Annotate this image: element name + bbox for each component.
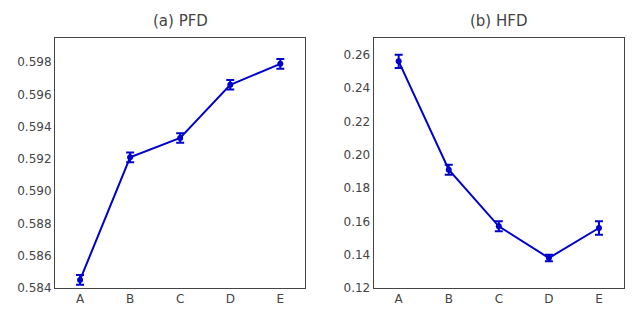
svg-text:0.16: 0.16 [344,215,371,229]
svg-text:C: C [176,292,184,306]
svg-text:0.598: 0.598 [17,55,51,69]
svg-text:B: B [445,292,453,306]
svg-text:A: A [76,292,85,306]
svg-text:0.586: 0.586 [17,249,51,263]
svg-text:0.22: 0.22 [344,115,371,129]
svg-text:0.584: 0.584 [17,281,51,295]
svg-text:A: A [395,292,404,306]
svg-text:0.588: 0.588 [17,217,51,231]
svg-text:D: D [226,292,235,306]
svg-text:0.592: 0.592 [17,152,51,166]
svg-text:0.594: 0.594 [17,120,51,134]
svg-text:0.24: 0.24 [344,81,371,95]
svg-text:(a) PFD: (a) PFD [153,12,208,30]
svg-text:0.18: 0.18 [344,181,371,195]
svg-text:C: C [495,292,503,306]
svg-text:B: B [126,292,134,306]
svg-text:D: D [544,292,553,306]
svg-text:0.20: 0.20 [344,148,371,162]
svg-text:0.12: 0.12 [344,281,371,295]
svg-text:0.26: 0.26 [344,48,371,62]
svg-text:0.596: 0.596 [17,88,51,102]
svg-text:E: E [595,292,603,306]
svg-text:0.590: 0.590 [17,184,51,198]
svg-text:E: E [277,292,285,306]
svg-text:(b) HFD: (b) HFD [470,12,527,30]
svg-text:0.14: 0.14 [344,248,371,262]
